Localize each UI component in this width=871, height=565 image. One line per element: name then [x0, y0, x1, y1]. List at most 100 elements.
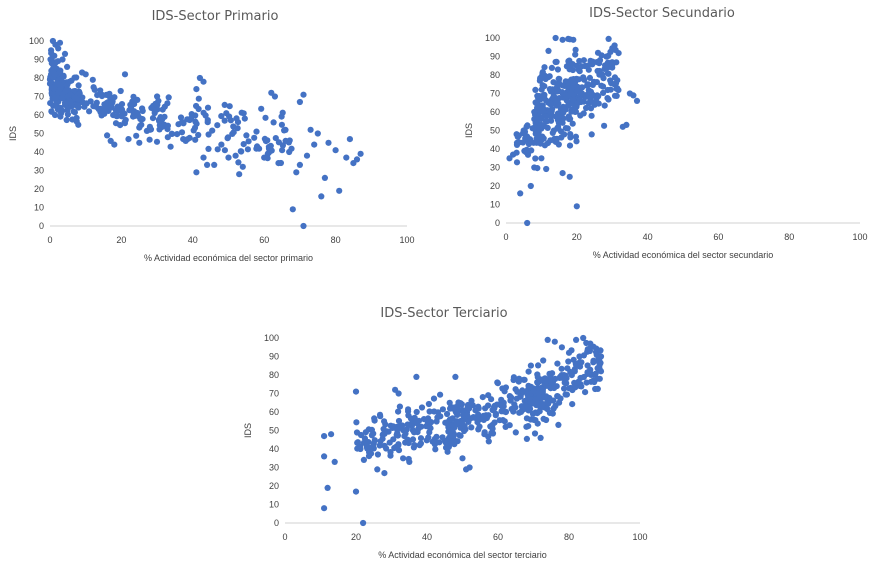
- data-point: [587, 366, 594, 373]
- data-point: [605, 35, 612, 43]
- data-point: [245, 138, 252, 145]
- data-point: [214, 146, 221, 153]
- data-point: [376, 442, 383, 449]
- data-point: [403, 426, 410, 433]
- data-point: [177, 114, 185, 121]
- data-point: [559, 36, 566, 43]
- data-point: [430, 395, 438, 402]
- data-point: [233, 115, 240, 122]
- y-axis-label: IDS: [243, 423, 253, 438]
- data-point: [523, 435, 531, 442]
- data-point: [461, 427, 468, 435]
- data-point: [526, 136, 534, 143]
- data-point: [195, 131, 202, 139]
- data-point: [55, 89, 62, 96]
- data-point: [136, 139, 143, 146]
- data-point: [224, 134, 232, 141]
- data-point: [418, 404, 426, 411]
- data-point: [258, 105, 265, 112]
- data-point: [583, 339, 590, 347]
- data-point: [600, 75, 607, 82]
- data-point: [555, 421, 562, 428]
- data-point: [50, 85, 57, 92]
- data-point: [368, 432, 375, 439]
- data-point: [97, 87, 104, 94]
- data-point: [232, 152, 239, 159]
- data-point: [417, 435, 425, 442]
- data-point: [555, 119, 563, 127]
- data-point: [538, 376, 546, 383]
- data-point: [204, 104, 212, 111]
- data-point: [501, 418, 508, 425]
- data-point: [516, 375, 523, 382]
- data-point: [408, 415, 415, 422]
- data-point: [205, 145, 212, 152]
- data-point: [558, 344, 566, 351]
- x-tick-label: 40: [643, 232, 653, 242]
- data-point: [513, 149, 520, 156]
- data-point: [543, 165, 550, 173]
- data-point: [367, 444, 374, 451]
- data-point: [118, 113, 125, 120]
- data-point: [415, 425, 422, 432]
- data-point: [517, 393, 524, 400]
- y-tick-label: 20: [490, 181, 500, 191]
- data-point: [56, 68, 64, 76]
- data-point: [525, 368, 532, 375]
- data-point: [64, 81, 71, 88]
- data-point: [548, 64, 556, 71]
- data-point: [587, 95, 594, 102]
- data-point: [514, 133, 521, 140]
- data-point: [566, 142, 574, 149]
- data-point: [192, 136, 199, 143]
- data-point: [404, 436, 411, 443]
- data-point: [60, 73, 67, 80]
- data-point: [439, 434, 446, 441]
- data-point: [49, 60, 56, 67]
- data-point: [277, 159, 284, 167]
- data-point: [611, 74, 619, 81]
- x-tick-label: 20: [351, 532, 361, 542]
- data-point: [328, 431, 335, 438]
- data-point: [425, 400, 432, 408]
- data-point: [318, 193, 325, 200]
- data-point: [321, 174, 328, 181]
- data-point: [133, 132, 140, 139]
- data-point: [174, 131, 181, 138]
- data-point: [553, 135, 561, 142]
- data-point: [47, 100, 54, 107]
- data-point: [158, 124, 165, 131]
- data-point: [408, 423, 415, 430]
- y-tick-label: 40: [490, 144, 500, 154]
- data-point: [568, 108, 575, 115]
- data-point: [567, 368, 574, 376]
- chart-ids-sector-terciario: IDS-Sector Terciario 0 10 20 30 40 50 60 70 80 90 1…: [243, 306, 648, 560]
- data-point: [525, 382, 532, 389]
- data-point: [190, 127, 197, 134]
- data-point: [573, 203, 580, 210]
- data-point: [205, 131, 212, 138]
- data-point: [69, 116, 76, 123]
- data-point: [405, 455, 412, 463]
- data-point: [535, 362, 542, 369]
- y-tick-label: 80: [269, 370, 279, 380]
- data-point: [512, 404, 519, 411]
- data-point: [236, 171, 243, 178]
- data-point: [119, 108, 126, 115]
- data-point: [311, 141, 318, 148]
- data-point: [541, 64, 548, 71]
- data-point: [547, 137, 554, 144]
- data-point: [381, 442, 388, 449]
- data-point: [54, 58, 62, 65]
- data-point: [64, 63, 71, 70]
- data-point: [107, 104, 114, 111]
- data-point: [541, 83, 548, 90]
- y-tick-label: 90: [269, 352, 279, 362]
- chart-title: IDS-Sector Primario: [152, 9, 279, 24]
- data-point: [565, 101, 573, 108]
- data-point: [523, 415, 531, 422]
- data-point: [90, 84, 97, 91]
- y-tick-label: 40: [269, 444, 279, 454]
- data-point: [521, 128, 529, 135]
- data-point: [112, 120, 120, 127]
